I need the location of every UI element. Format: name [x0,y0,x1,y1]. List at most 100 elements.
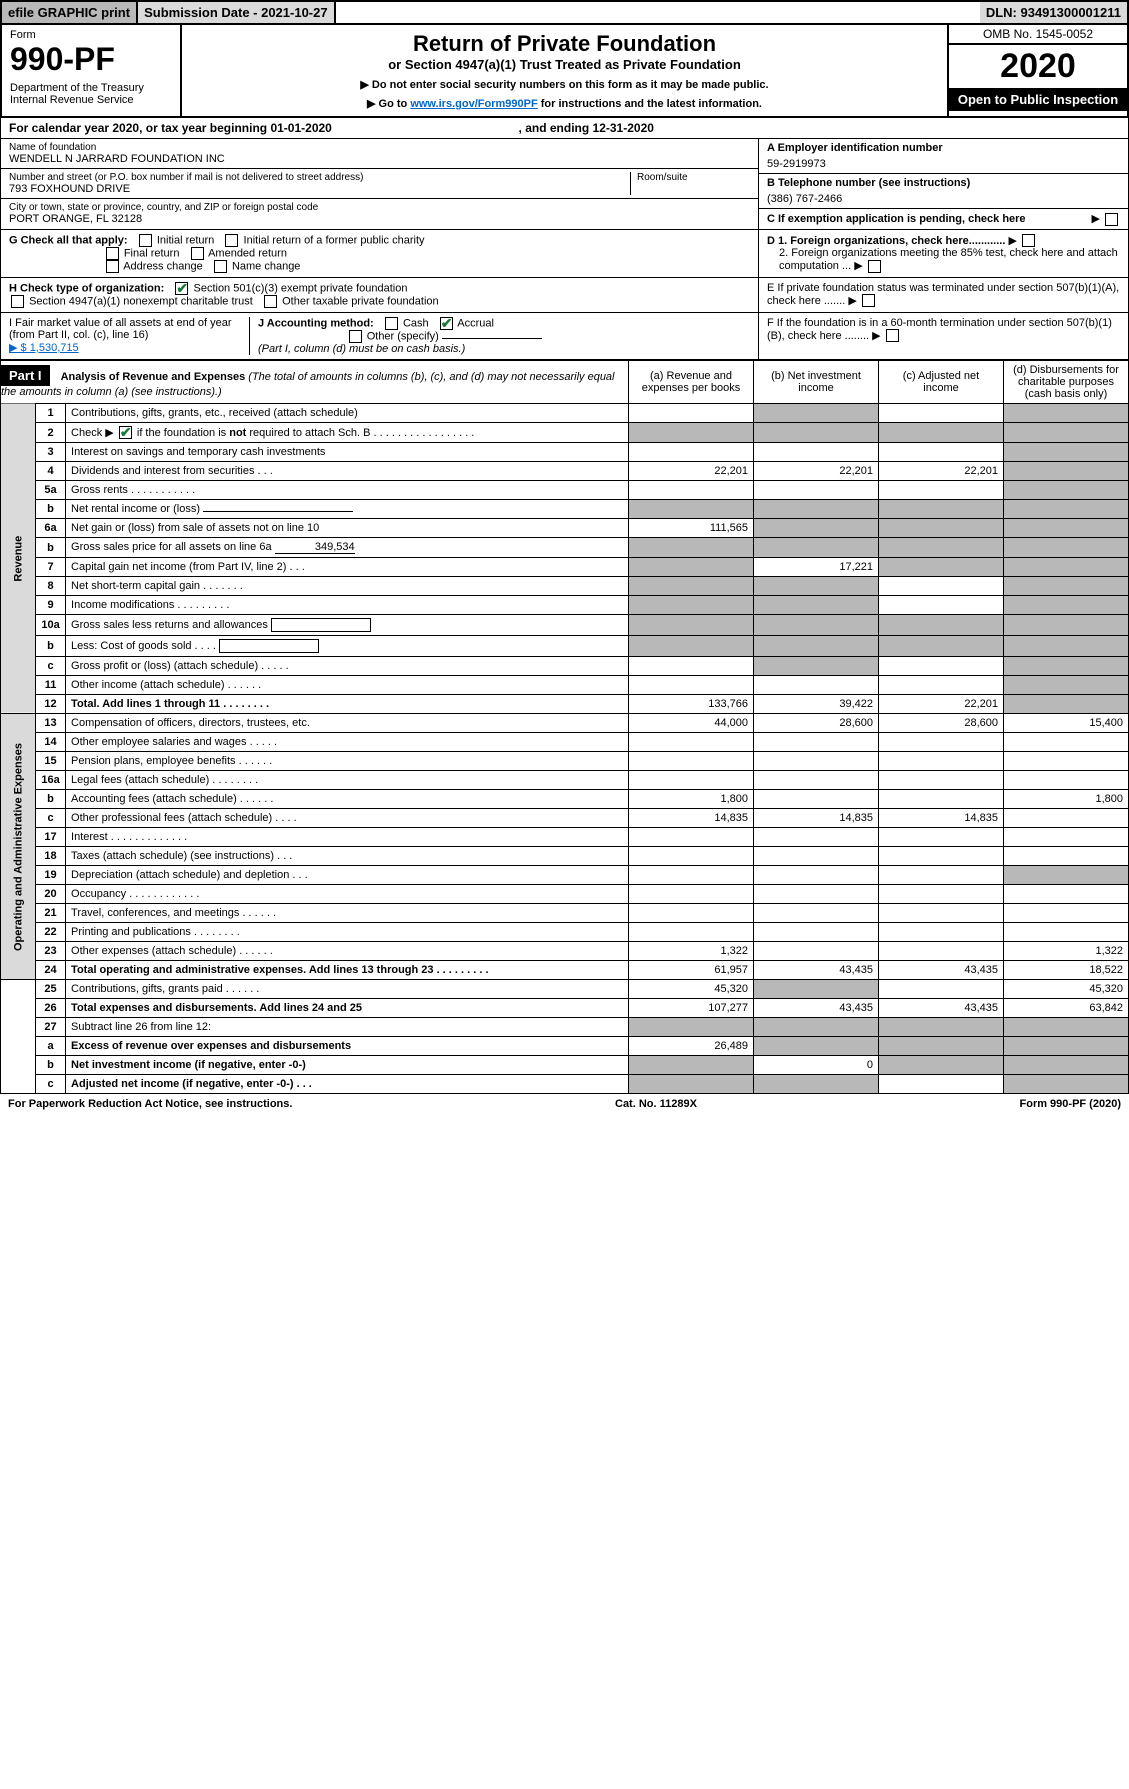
dept: Department of the Treasury Internal Reve… [10,82,172,106]
i-label: I Fair market value of all assets at end… [9,317,232,341]
h2: Section 4947(a)(1) nonexempt charitable … [29,295,253,307]
j3-cb[interactable] [349,330,362,343]
l12c: 22,201 [879,695,1004,714]
info-grid: Name of foundation WENDELL N JARRARD FOU… [0,139,1129,230]
j2-cb[interactable] [440,317,453,330]
h3: Other taxable private foundation [282,295,439,307]
l25d: 45,320 [1004,980,1129,999]
g6-cb[interactable] [214,260,227,273]
l6a-a: 111,565 [629,519,754,538]
l4c: 22,201 [879,462,1004,481]
phone-label: B Telephone number (see instructions) [767,177,1120,189]
l16b: Accounting fees (attach schedule) . . . … [66,790,629,809]
e-cb[interactable] [862,294,875,307]
l24c: 43,435 [879,961,1004,980]
c-label: C If exemption application is pending, c… [767,213,1091,225]
l10a: Gross sales less returns and allowances [66,615,629,636]
part1-label: Part I [1,365,50,386]
form-ref: Form 990-PF (2020) [1020,1098,1121,1110]
room-label: Room/suite [637,172,750,183]
calendar-year-row: For calendar year 2020, or tax year begi… [0,118,1129,139]
city-label: City or town, state or province, country… [9,202,750,213]
l3: Interest on savings and temporary cash i… [66,443,629,462]
l2-cb[interactable] [119,426,132,439]
l12a: 133,766 [629,695,754,714]
l26b: 43,435 [754,999,879,1018]
g4: Amended return [208,247,287,259]
check-section-ij: I Fair market value of all assets at end… [0,313,1129,360]
j1: Cash [403,317,429,329]
l14: Other employee salaries and wages . . . … [66,733,629,752]
notice2-post: for instructions and the latest informat… [538,98,762,110]
l13d: 15,400 [1004,714,1129,733]
addr-label: Number and street (or P.O. box number if… [9,172,630,183]
part1-title: Analysis of Revenue and Expenses [61,371,246,383]
g5-cb[interactable] [106,260,119,273]
l27bb: 0 [754,1056,879,1075]
l9: Income modifications . . . . . . . . . [66,596,629,615]
footer: For Paperwork Reduction Act Notice, see … [0,1094,1129,1114]
d2-cb[interactable] [868,260,881,273]
l12b: 39,422 [754,695,879,714]
g1-cb[interactable] [139,234,152,247]
c-checkbox[interactable] [1105,213,1118,226]
dln: DLN: 93491300001211 [980,2,1127,23]
l23a: 1,322 [629,942,754,961]
l4b: 22,201 [754,462,879,481]
g4-cb[interactable] [191,247,204,260]
ein: 59-2919973 [767,154,1120,170]
f-cb[interactable] [886,329,899,342]
l6b-val: 349,534 [275,541,355,554]
calyear-t1: For calendar year 2020, or tax year begi… [9,121,270,135]
h1-cb[interactable] [175,282,188,295]
ein-label: A Employer identification number [767,142,1120,154]
d1-cb[interactable] [1022,234,1035,247]
cat-no: Cat. No. 11289X [615,1098,697,1110]
f-label: F If the foundation is in a 60-month ter… [767,317,1112,342]
g3-cb[interactable] [106,247,119,260]
l16a: Legal fees (attach schedule) . . . . . .… [66,771,629,790]
l26a: 107,277 [629,999,754,1018]
l6b-pre: Gross sales price for all assets on line… [71,541,275,553]
l20: Occupancy . . . . . . . . . . . . [66,885,629,904]
calyear-end: 12-31-2020 [593,121,654,135]
form-header: Form 990-PF Department of the Treasury I… [0,25,1129,118]
l7b: 17,221 [754,558,879,577]
l1: Contributions, gifts, grants, etc., rece… [66,403,629,422]
l22: Printing and publications . . . . . . . … [66,923,629,942]
h3-cb[interactable] [264,295,277,308]
h1: Section 501(c)(3) exempt private foundat… [193,282,407,294]
expenses-label: Operating and Administrative Expenses [1,714,36,980]
l25: Contributions, gifts, grants paid . . . … [66,980,629,999]
notice-1: ▶ Do not enter social security numbers o… [188,78,941,91]
l27a: Excess of revenue over expenses and disb… [71,1040,351,1052]
l13b: 28,600 [754,714,879,733]
g5: Address change [123,260,203,272]
g-label: G Check all that apply: [9,234,128,246]
form-link[interactable]: www.irs.gov/Form990PF [410,98,537,110]
check-section-g: G Check all that apply: Initial return I… [0,230,1129,278]
foundation-name: WENDELL N JARRARD FOUNDATION INC [9,153,750,165]
j1-cb[interactable] [385,317,398,330]
topbar: efile GRAPHIC print Submission Date - 20… [0,0,1129,25]
form-number: 990-PF [10,41,172,78]
g2-cb[interactable] [225,234,238,247]
l6b: Gross sales price for all assets on line… [66,538,629,558]
part1-table: Part I Analysis of Revenue and Expenses … [0,360,1129,1095]
h-label: H Check type of organization: [9,282,164,294]
form-subtitle: or Section 4947(a)(1) Trust Treated as P… [188,57,941,72]
l27: Subtract line 26 from line 12: [66,1018,629,1037]
l5b-t: Net rental income or (loss) [71,503,203,515]
l26: Total expenses and disbursements. Add li… [71,1002,362,1014]
form-label: Form [10,29,172,41]
l16ba: 1,800 [629,790,754,809]
revenue-label: Revenue [1,403,36,714]
i-value[interactable]: ▶ $ 1,530,715 [9,342,79,354]
l16cc: 14,835 [879,809,1004,828]
notice-2: ▶ Go to www.irs.gov/Form990PF for instru… [188,97,941,110]
l16cb: 14,835 [754,809,879,828]
col-d: (d) Disbursements for charitable purpose… [1004,360,1129,403]
l10b-t: Less: Cost of goods sold . . . . [71,640,219,652]
h2-cb[interactable] [11,295,24,308]
calyear-t2: , and ending [519,121,593,135]
